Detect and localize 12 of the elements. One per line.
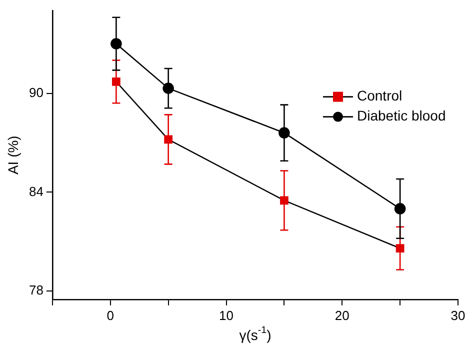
x-tick-label: 0 <box>106 308 114 323</box>
legend-label: Diabetic blood <box>357 108 446 124</box>
x-tick-label: 10 <box>219 308 234 323</box>
y-tick-label: 90 <box>28 84 44 100</box>
x-tick-label: 20 <box>334 308 350 323</box>
y-tick-label: 84 <box>28 184 44 199</box>
x-tick-label: 30 <box>450 308 466 323</box>
y-axis-title: AI (%) <box>4 136 21 175</box>
point <box>396 244 404 252</box>
legend-label: Control <box>357 88 402 104</box>
y-tick-label: 78 <box>28 282 44 298</box>
point <box>394 203 406 214</box>
